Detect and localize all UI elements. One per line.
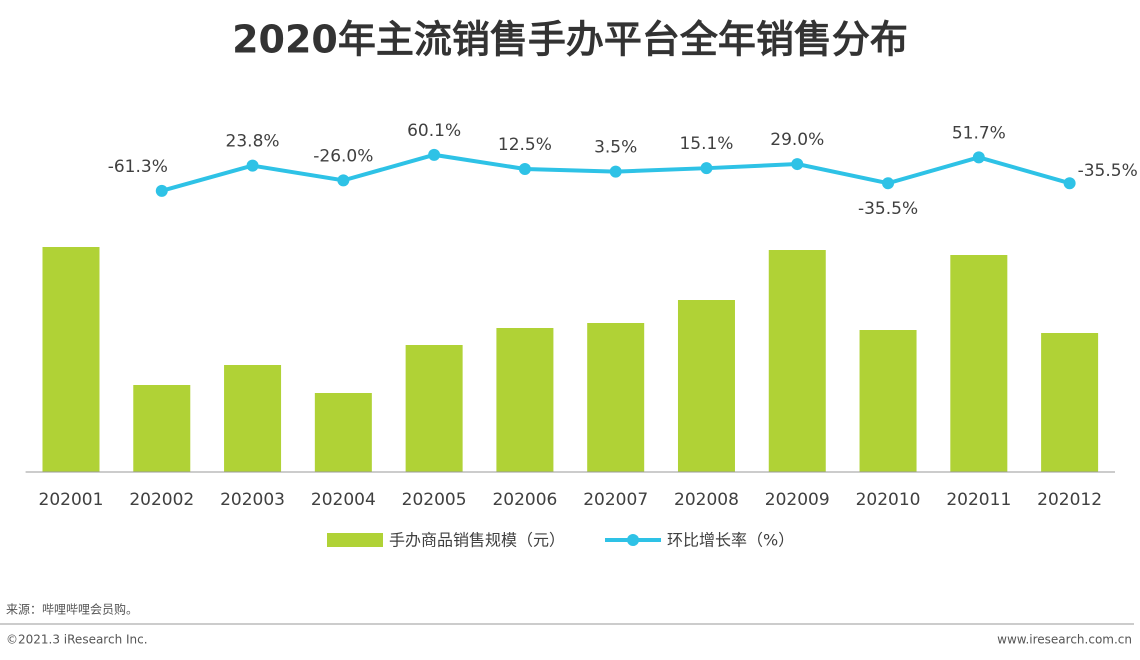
x-tick-label: 202003 <box>220 490 285 510</box>
line-point <box>882 177 895 190</box>
legend-swatch <box>327 533 383 547</box>
bar <box>496 328 554 472</box>
x-tick-label: 202012 <box>1037 490 1102 510</box>
line-point <box>700 162 713 175</box>
x-tick-label: 202001 <box>39 490 104 510</box>
line-point <box>1063 177 1076 190</box>
bar <box>1041 333 1099 472</box>
legend-swatch <box>627 534 640 546</box>
data-label: -35.5% <box>858 199 918 219</box>
legend-label: 环比增长率（%） <box>667 531 794 550</box>
bar <box>224 365 282 472</box>
line-point <box>972 151 985 164</box>
bar <box>768 250 826 472</box>
data-label: 51.7% <box>952 123 1006 143</box>
data-label: 3.5% <box>594 138 637 158</box>
data-label: 12.5% <box>498 135 552 155</box>
line-point <box>518 162 531 175</box>
x-tick-label: 202007 <box>583 490 648 510</box>
chart-title: 2020年主流销售手办平台全年销售分布 <box>232 18 908 62</box>
data-label: 15.1% <box>679 134 733 154</box>
x-tick-label: 202011 <box>946 490 1011 510</box>
bar <box>950 255 1008 472</box>
copyright: ©2021.3 iResearch Inc. <box>6 633 148 647</box>
line-point <box>428 148 441 161</box>
x-tick-label: 202002 <box>129 490 194 510</box>
bar <box>42 247 100 472</box>
line-point <box>337 174 350 187</box>
bar <box>677 300 735 472</box>
x-tick-label: 202009 <box>765 490 830 510</box>
website: www.iresearch.com.cn <box>997 633 1132 647</box>
data-label: 29.0% <box>770 130 824 150</box>
bar <box>133 385 191 472</box>
x-tick-label: 202008 <box>674 490 739 510</box>
bar <box>587 323 645 472</box>
line-point <box>155 184 168 197</box>
data-label: -35.5% <box>1078 161 1138 181</box>
x-tick-label: 202005 <box>402 490 467 510</box>
x-tick-label: 202004 <box>311 490 376 510</box>
legend-label: 手办商品销售规模（元） <box>389 531 565 550</box>
line-point <box>609 165 622 178</box>
line-point <box>246 159 259 172</box>
bar <box>314 393 372 472</box>
data-label: 60.1% <box>407 121 461 141</box>
data-label: -61.3% <box>108 157 168 177</box>
data-label: -26.0% <box>313 146 373 166</box>
bar <box>405 345 463 472</box>
x-tick-label: 202006 <box>492 490 557 510</box>
x-tick-label: 202010 <box>856 490 921 510</box>
line-point <box>791 158 804 171</box>
bar <box>859 330 917 472</box>
data-label: 23.8% <box>226 132 280 152</box>
source: 来源：哔哩哔哩会员购。 <box>6 602 138 617</box>
